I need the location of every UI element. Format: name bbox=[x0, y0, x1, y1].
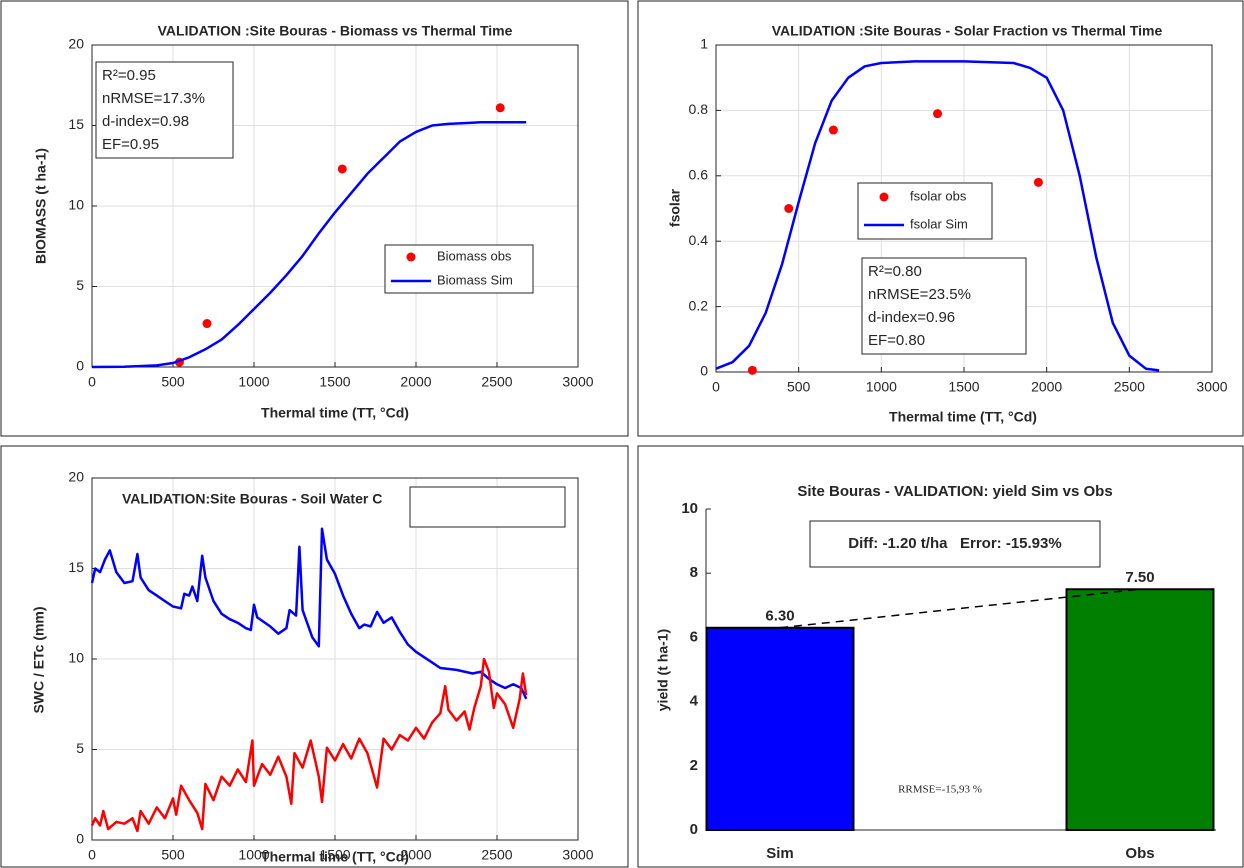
annotation: Diff: -1.20 t/ha Error: -15.93% bbox=[848, 535, 1061, 552]
y-tick-label: 1 bbox=[700, 36, 708, 52]
y-tick-label: 0.4 bbox=[689, 232, 709, 248]
x-tick-label: 2000 bbox=[400, 374, 431, 390]
y-tick-label: 5 bbox=[76, 277, 84, 293]
stats-text: R²=0.95 bbox=[102, 67, 156, 84]
y-tick-label: 15 bbox=[68, 116, 84, 132]
x-tick-label: 500 bbox=[787, 379, 811, 395]
stats-text: EF=0.80 bbox=[868, 332, 925, 349]
x-tick-label: 1500 bbox=[948, 379, 979, 395]
x-axis-label: Thermal time (TT, °Cd) bbox=[889, 409, 1037, 425]
y-tick-label: 0 bbox=[76, 358, 84, 374]
x-tick-label: 1000 bbox=[238, 847, 269, 863]
y-axis-label: BIOMASS (t ha-1) bbox=[33, 148, 49, 264]
x-axis-label: Thermal time (TT, °Cd) bbox=[261, 849, 409, 865]
axes-box bbox=[91, 44, 579, 368]
bar bbox=[705, 626, 855, 832]
stats-box bbox=[861, 257, 1027, 355]
legend-box bbox=[857, 182, 993, 240]
axes-box bbox=[91, 477, 579, 841]
x-tick-label: 3000 bbox=[562, 847, 593, 863]
marker bbox=[933, 109, 943, 119]
y-tick-label: 10 bbox=[68, 197, 84, 213]
y-tick-label: 0 bbox=[700, 363, 708, 379]
marker bbox=[747, 365, 757, 375]
chart-title: VALIDATION:Site Bouras - Soil Water C bbox=[122, 491, 382, 507]
axes-box bbox=[715, 44, 1213, 373]
y-tick-label: 10 bbox=[681, 500, 698, 517]
x-tick-label: Obs bbox=[1125, 845, 1154, 862]
marker bbox=[337, 164, 347, 174]
chart-title: VALIDATION :Site Bouras - Biomass vs The… bbox=[158, 23, 513, 39]
y-tick-label: 0.8 bbox=[689, 101, 709, 117]
x-axis-label: Thermal time (TT, °Cd) bbox=[261, 405, 409, 421]
x-tick-label: 2500 bbox=[481, 847, 512, 863]
stats-text: nRMSE=17.3% bbox=[102, 90, 205, 107]
x-tick-label: 500 bbox=[161, 847, 185, 863]
x-tick-label: 3000 bbox=[562, 374, 593, 390]
stats-text: EF=0.95 bbox=[102, 136, 159, 153]
stats-text: R²=0.80 bbox=[868, 263, 922, 280]
y-tick-label: 10 bbox=[68, 650, 84, 666]
legend-label: Biomass obs bbox=[437, 248, 512, 263]
stats-text: d-index=0.98 bbox=[102, 113, 189, 130]
y-axis-label: fsolar bbox=[667, 188, 683, 227]
trend-line bbox=[779, 588, 1141, 629]
value-label: 7.50 bbox=[1125, 569, 1154, 586]
x-tick-label: 2000 bbox=[1031, 379, 1062, 395]
y-tick-label: 4 bbox=[690, 693, 699, 710]
x-tick-label: 2500 bbox=[481, 374, 512, 390]
annotation: RRMSE=-15,93 % bbox=[898, 784, 982, 796]
y-tick-label: 8 bbox=[690, 564, 698, 581]
x-tick-label: 2000 bbox=[400, 847, 431, 863]
stats-text: d-index=0.96 bbox=[868, 309, 955, 326]
x-tick-label: 2500 bbox=[1114, 379, 1145, 395]
value-label: 6.30 bbox=[765, 608, 794, 625]
legend-label: fsolar Sim bbox=[910, 216, 968, 231]
marker bbox=[828, 125, 838, 135]
x-tick-label: 500 bbox=[161, 374, 185, 390]
chart-title: Site Bouras - VALIDATION: yield Sim vs O… bbox=[797, 483, 1112, 500]
y-tick-label: 0.6 bbox=[689, 167, 709, 183]
y-tick-label: 20 bbox=[68, 469, 84, 485]
series-line bbox=[90, 657, 528, 833]
y-tick-label: 0 bbox=[76, 831, 84, 847]
y-tick-label: 2 bbox=[690, 757, 698, 774]
legend-box bbox=[409, 486, 566, 528]
marker bbox=[495, 103, 505, 113]
marker bbox=[784, 204, 794, 213]
stats-box bbox=[95, 61, 234, 159]
bar bbox=[1065, 588, 1215, 831]
legend-marker bbox=[406, 252, 416, 262]
y-tick-label: 5 bbox=[76, 740, 84, 756]
y-axis-label: yield (t ha-1) bbox=[655, 629, 671, 711]
x-tick-label: 0 bbox=[88, 374, 96, 390]
marker bbox=[202, 319, 212, 329]
y-tick-label: 0.2 bbox=[689, 297, 709, 313]
x-tick-label: 1500 bbox=[319, 847, 350, 863]
x-tick-label: 3000 bbox=[1196, 379, 1227, 395]
x-tick-label: 0 bbox=[712, 379, 720, 395]
y-tick-label: 6 bbox=[690, 628, 698, 645]
x-tick-label: 0 bbox=[88, 847, 96, 863]
annotation-box bbox=[809, 520, 1101, 568]
x-tick-label: 1000 bbox=[866, 379, 897, 395]
chart-title: VALIDATION :Site Bouras - Solar Fraction… bbox=[772, 23, 1163, 39]
series-line bbox=[91, 121, 527, 369]
marker bbox=[1033, 177, 1043, 187]
x-tick-label: Sim bbox=[766, 845, 794, 862]
series-line bbox=[715, 60, 1160, 372]
legend-label: Biomass Sim bbox=[437, 272, 513, 287]
y-axis-label: SWC / ETc (mm) bbox=[31, 606, 47, 713]
legend-label: fsolar obs bbox=[910, 188, 967, 203]
x-tick-label: 1000 bbox=[238, 374, 269, 390]
y-tick-label: 20 bbox=[68, 36, 84, 52]
legend-marker bbox=[879, 192, 889, 202]
y-tick-label: 0 bbox=[690, 821, 698, 838]
series-line bbox=[90, 527, 528, 700]
x-tick-label: 1500 bbox=[319, 374, 350, 390]
y-tick-label: 15 bbox=[68, 559, 84, 575]
stats-text: nRMSE=23.5% bbox=[868, 286, 971, 303]
